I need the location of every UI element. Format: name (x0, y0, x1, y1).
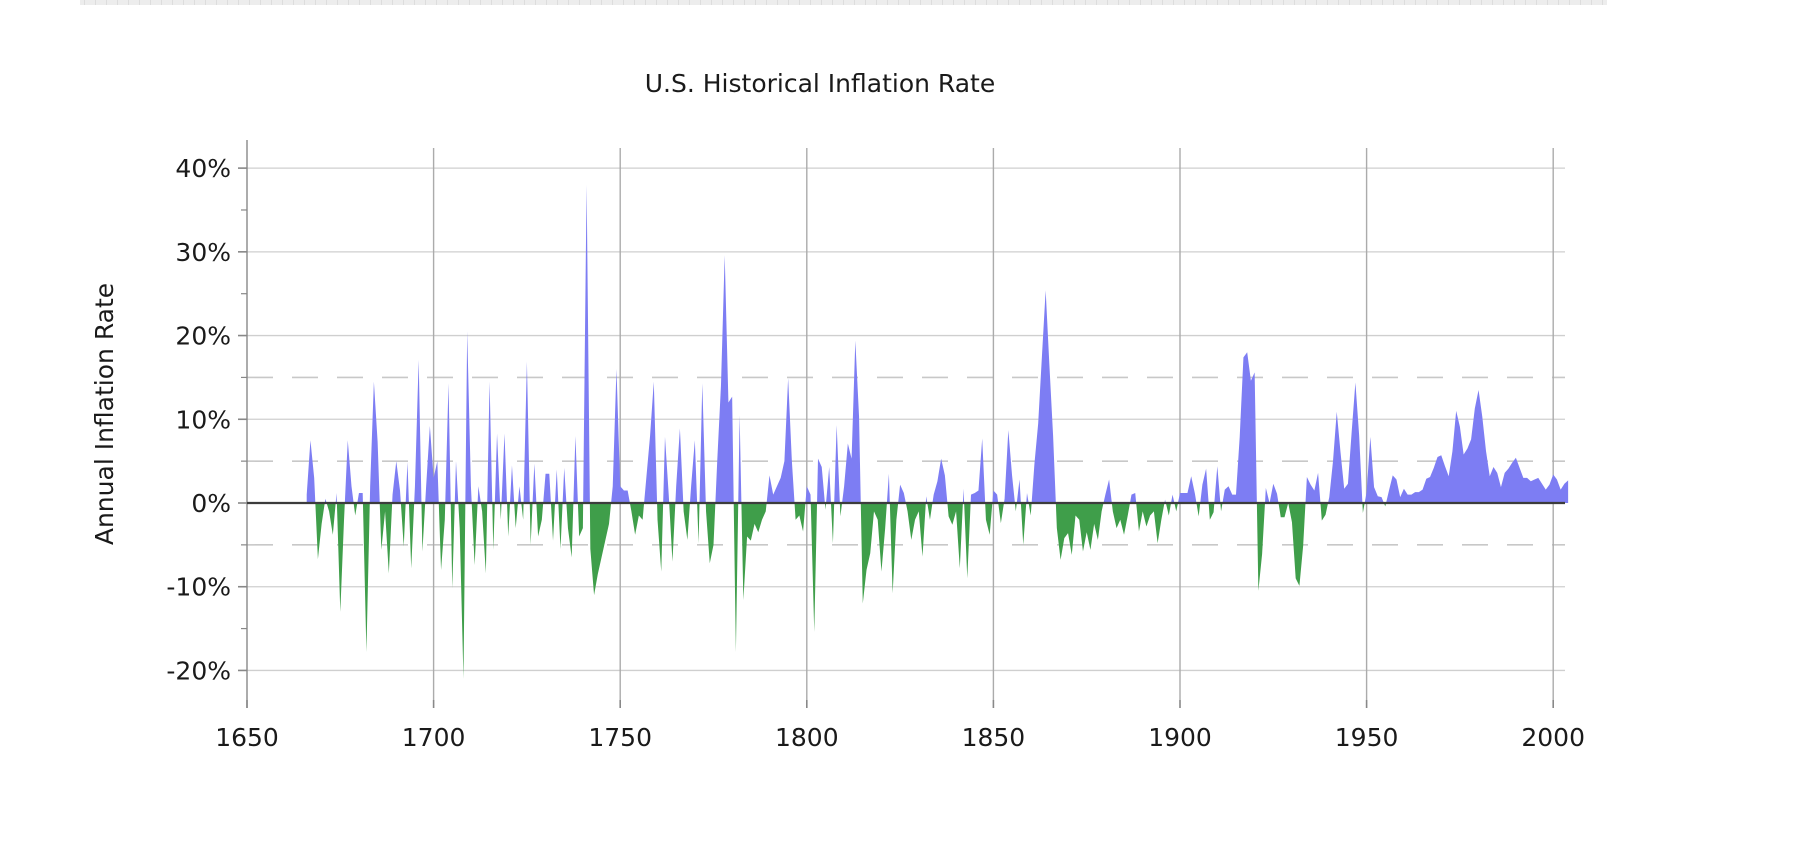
chart-title: U.S. Historical Inflation Rate (645, 69, 996, 98)
x-tick-label: 1650 (215, 723, 279, 752)
y-axis-title: Annual Inflation Rate (90, 283, 119, 545)
y-tick-label: 40% (175, 154, 231, 183)
y-tick-label: 10% (175, 405, 231, 434)
x-tick-label: 1900 (1148, 723, 1212, 752)
y-tick-label: 0% (191, 489, 231, 518)
area-series (306, 184, 1569, 679)
top-scrollbar (80, 0, 1607, 5)
x-tick-label: 1750 (588, 723, 652, 752)
y-tick-label: -20% (166, 656, 231, 685)
negative-inflation-area (306, 503, 1569, 679)
tick-labels: 1650 1700 1750 1800 1850 1900 1950 2000 40% 30% 20… (166, 154, 1585, 752)
y-tick-label: -10% (166, 573, 231, 602)
x-tick-label: 2000 (1521, 723, 1585, 752)
x-tick-label: 1950 (1335, 723, 1399, 752)
y-tick-label: 20% (175, 322, 231, 351)
axes-and-ticks (238, 167, 1554, 708)
y-tick-label: 30% (175, 238, 231, 267)
x-tick-label: 1700 (402, 723, 466, 752)
x-tick-label: 1800 (775, 723, 839, 752)
x-tick-label: 1850 (962, 723, 1026, 752)
gridlines (246, 140, 1565, 708)
positive-inflation-area (306, 184, 1569, 504)
